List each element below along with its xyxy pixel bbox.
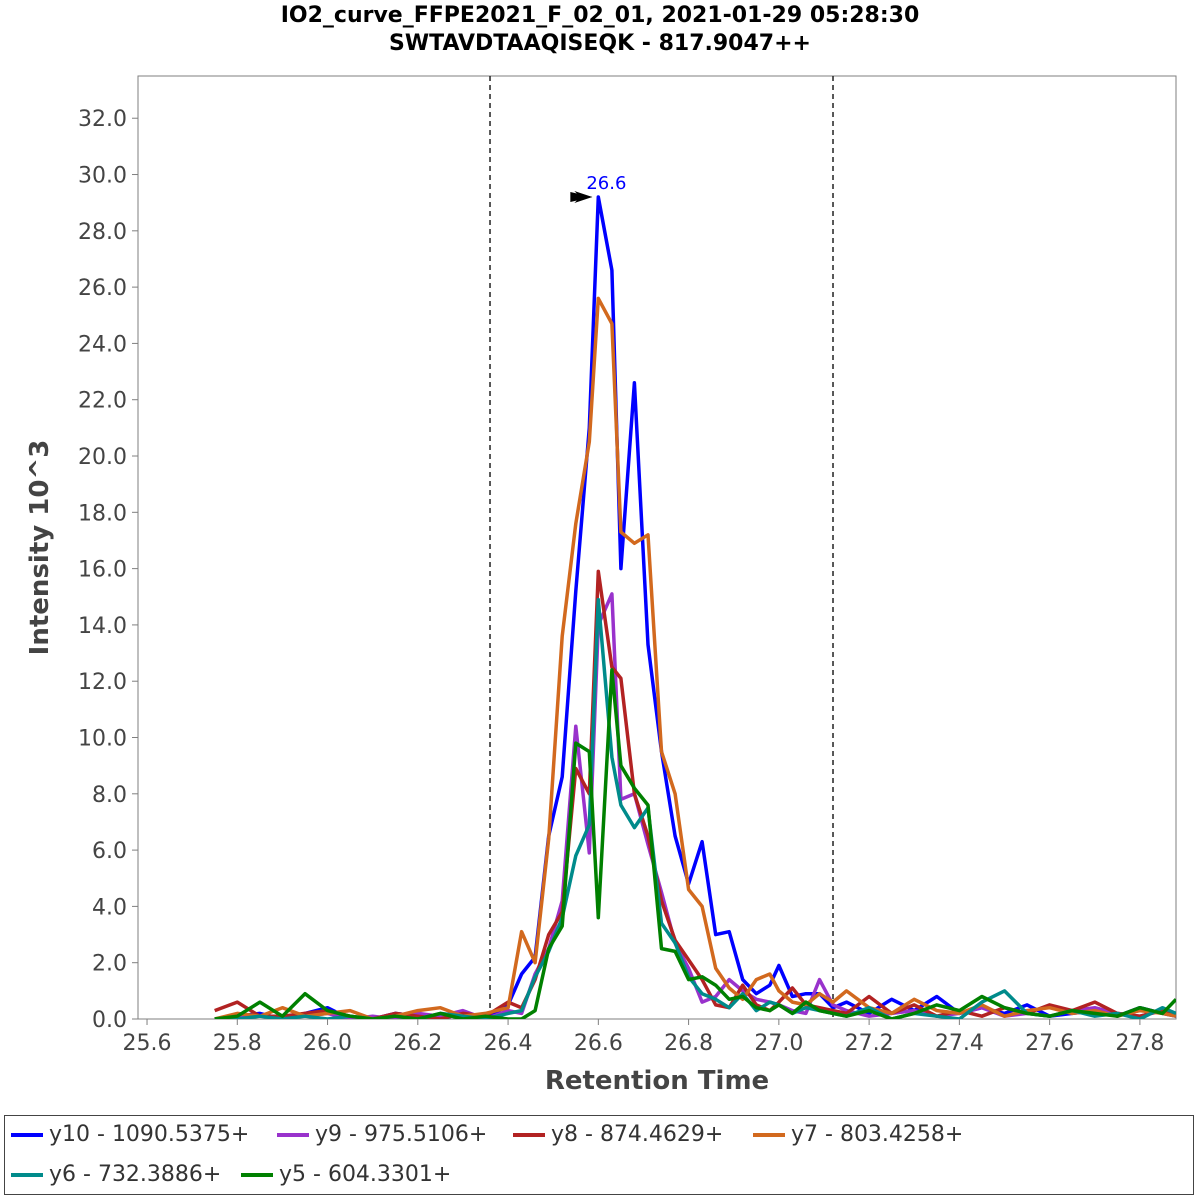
- series-layer: [214, 195, 1176, 1019]
- legend-item: y9 - 975.5106+: [277, 1122, 487, 1147]
- x-tick-label: 26.8: [664, 1031, 713, 1056]
- legend-swatch: [241, 1172, 273, 1177]
- x-tick-label: 27.2: [845, 1031, 894, 1056]
- legend-label: y5 - 604.3301+: [279, 1162, 452, 1187]
- y-tick-label: 14.0: [78, 614, 127, 639]
- y-tick-label: 24.0: [78, 332, 127, 357]
- x-tick-label: 26.0: [303, 1031, 352, 1056]
- legend: y10 - 1090.5375+ y9 - 975.5106+ y8 - 874.4…: [4, 1115, 1194, 1195]
- legend-swatch: [753, 1132, 785, 1137]
- y-tick-label: 12.0: [78, 670, 127, 695]
- series-line-y9: [214, 592, 1176, 1019]
- y-tick-label: 8.0: [92, 783, 127, 808]
- peak-label: 26.6: [586, 173, 626, 194]
- x-tick-label: 26.4: [484, 1031, 533, 1056]
- x-tick-label: 25.6: [123, 1031, 172, 1056]
- y-axis-label: Intensity 10^3: [25, 440, 55, 656]
- y-tick-label: 0.0: [92, 1008, 127, 1033]
- legend-label: y9 - 975.5106+: [315, 1122, 488, 1147]
- y-tick-label: 30.0: [78, 164, 127, 189]
- x-tick-label: 27.6: [1025, 1031, 1074, 1056]
- y-tick-label: 6.0: [92, 839, 127, 864]
- x-tick-label: 26.2: [393, 1031, 442, 1056]
- annotation-layer: 26.6: [570, 173, 626, 204]
- chromatogram-chart[interactable]: 25.6 25.8 26.0 26.2 26.4 26.6 26.8 27.0 27.2 27.4…: [0, 0, 1200, 1110]
- x-tick-label: 25.8: [213, 1031, 262, 1056]
- legend-label: y7 - 803.4258+: [791, 1122, 964, 1147]
- y-tick-label: 32.0: [78, 107, 127, 132]
- series-line-y5: [214, 668, 1176, 1019]
- x-tick-label: 27.8: [1115, 1031, 1164, 1056]
- y-tick-label: 26.0: [78, 276, 127, 301]
- legend-item: y7 - 803.4258+: [753, 1122, 963, 1147]
- chart-subtitle: SWTAVDTAAQISEQK - 817.9047++: [389, 31, 811, 56]
- y-tick-label: 18.0: [78, 501, 127, 526]
- peak-arrow-head: [574, 191, 593, 204]
- series-line-y8: [214, 569, 1176, 1019]
- axes-layer: 25.6 25.8 26.0 26.2 26.4 26.6 26.8 27.0 27.2 27.4…: [25, 75, 1177, 1096]
- chart-title: IO2_curve_FFPE2021_F_02_01, 2021-01-29 0…: [280, 3, 920, 28]
- legend-item: y5 - 604.3301+: [241, 1162, 451, 1187]
- y-tick-label: 16.0: [78, 558, 127, 583]
- legend-label: y10 - 1090.5375+: [49, 1122, 250, 1147]
- legend-swatch: [277, 1132, 309, 1137]
- legend-swatch: [11, 1172, 43, 1177]
- y-tick-label: 20.0: [78, 445, 127, 470]
- x-tick-label: 27.0: [754, 1031, 803, 1056]
- y-tick-label: 28.0: [78, 220, 127, 245]
- legend-item: y8 - 874.4629+: [513, 1122, 723, 1147]
- x-tick-label: 27.4: [935, 1031, 984, 1056]
- y-tick-label: 22.0: [78, 389, 127, 414]
- series-line-y7: [214, 296, 1176, 1019]
- y-tick-label: 10.0: [78, 727, 127, 752]
- legend-label: y6 - 732.3886+: [49, 1162, 222, 1187]
- chart-title-block: IO2_curve_FFPE2021_F_02_01, 2021-01-29 0…: [0, 0, 1200, 58]
- legend-label: y8 - 874.4629+: [551, 1122, 724, 1147]
- legend-item: y10 - 1090.5375+: [11, 1122, 249, 1147]
- legend-swatch: [11, 1132, 43, 1137]
- y-tick-label: 4.0: [92, 895, 127, 920]
- y-tick-label: 2.0: [92, 952, 127, 977]
- x-axis-label: Retention Time: [545, 1066, 769, 1096]
- plot-area: [137, 75, 1177, 1020]
- legend-swatch: [513, 1132, 545, 1137]
- legend-item: y6 - 732.3886+: [11, 1162, 221, 1187]
- x-tick-label: 26.6: [574, 1031, 623, 1056]
